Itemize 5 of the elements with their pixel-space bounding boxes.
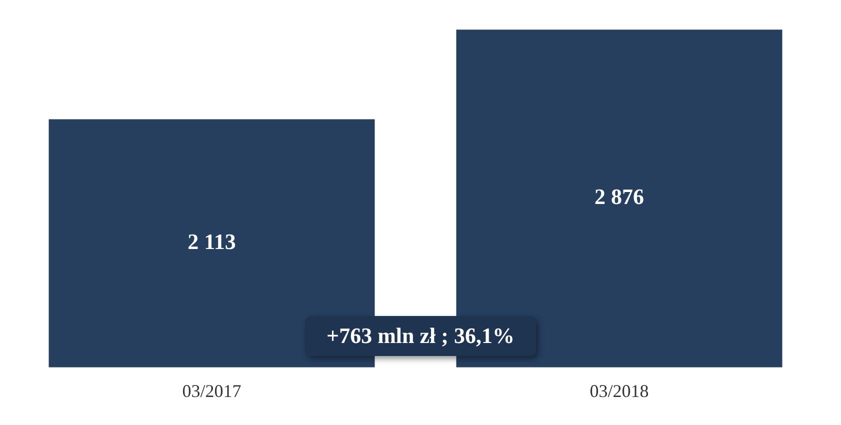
- annotation: +763 mln zł ; 36,1%: [304, 316, 536, 356]
- x-tick-label: 03/2018: [590, 380, 649, 401]
- data-label: 2 876: [594, 184, 644, 210]
- data-label: 2 113: [188, 228, 236, 254]
- x-tick-label: 03/2017: [182, 380, 242, 401]
